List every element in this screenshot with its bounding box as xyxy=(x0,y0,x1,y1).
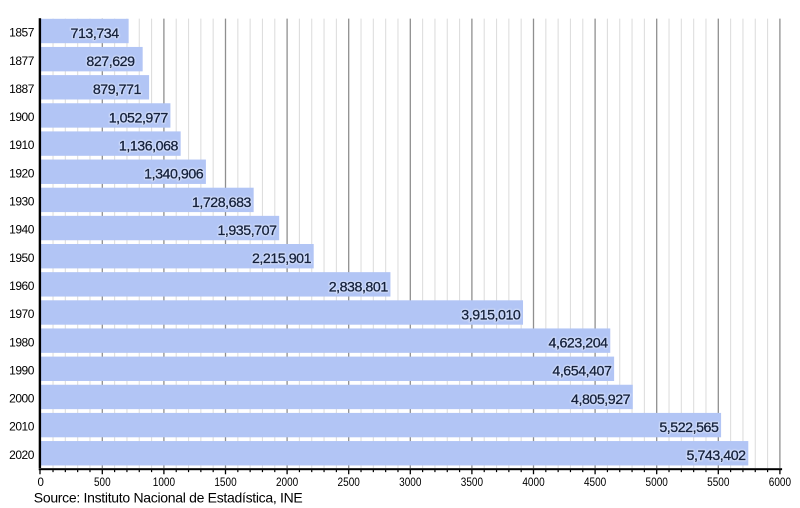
svg-text:1980: 1980 xyxy=(9,335,35,349)
svg-text:3,915,010: 3,915,010 xyxy=(461,307,521,323)
svg-text:1000: 1000 xyxy=(153,477,175,489)
svg-text:1,136,068: 1,136,068 xyxy=(119,139,179,155)
svg-text:3500: 3500 xyxy=(461,477,483,489)
svg-text:1990: 1990 xyxy=(9,363,35,377)
svg-text:879,771: 879,771 xyxy=(93,82,142,98)
svg-text:2500: 2500 xyxy=(338,477,360,489)
svg-text:5,743,402: 5,743,402 xyxy=(687,448,747,464)
svg-text:713,734: 713,734 xyxy=(71,26,120,42)
svg-text:713,734: 713,734 xyxy=(71,26,120,42)
svg-text:2,215,901: 2,215,901 xyxy=(252,251,312,267)
svg-text:Source: Instituto Nacional de: Source: Instituto Nacional de Estadístic… xyxy=(34,490,303,506)
svg-text:4,805,927: 4,805,927 xyxy=(571,392,631,408)
svg-text:4,654,407: 4,654,407 xyxy=(552,364,612,380)
svg-text:1877: 1877 xyxy=(9,54,35,68)
svg-text:4000: 4000 xyxy=(522,477,544,489)
svg-text:1,935,707: 1,935,707 xyxy=(217,223,277,239)
svg-text:3000: 3000 xyxy=(399,477,421,489)
svg-text:1940: 1940 xyxy=(9,223,35,237)
svg-text:5,522,565: 5,522,565 xyxy=(659,420,719,436)
svg-text:4,805,927: 4,805,927 xyxy=(571,392,631,408)
svg-text:4,654,407: 4,654,407 xyxy=(552,364,612,380)
svg-text:1,728,683: 1,728,683 xyxy=(192,195,252,211)
svg-text:1,728,683: 1,728,683 xyxy=(192,195,252,211)
svg-text:5,743,402: 5,743,402 xyxy=(687,448,747,464)
svg-text:1,935,707: 1,935,707 xyxy=(217,223,277,239)
svg-text:6000: 6000 xyxy=(769,477,791,489)
svg-text:5,522,565: 5,522,565 xyxy=(659,420,719,436)
svg-text:5500: 5500 xyxy=(707,477,729,489)
svg-text:0: 0 xyxy=(37,477,43,489)
svg-text:3,915,010: 3,915,010 xyxy=(461,307,521,323)
svg-text:5000: 5000 xyxy=(646,477,668,489)
svg-text:1960: 1960 xyxy=(9,279,35,293)
svg-text:2010: 2010 xyxy=(9,420,35,434)
svg-text:1,136,068: 1,136,068 xyxy=(119,139,179,155)
svg-text:2000: 2000 xyxy=(9,392,35,406)
svg-text:1,052,977: 1,052,977 xyxy=(109,110,169,126)
svg-text:500: 500 xyxy=(94,477,111,489)
svg-text:827,629: 827,629 xyxy=(86,54,135,70)
svg-text:1,340,906: 1,340,906 xyxy=(144,167,204,183)
svg-text:1930: 1930 xyxy=(9,195,35,209)
svg-text:1,340,906: 1,340,906 xyxy=(144,167,204,183)
svg-text:2,838,801: 2,838,801 xyxy=(329,279,389,295)
svg-text:1857: 1857 xyxy=(9,26,35,40)
svg-text:1950: 1950 xyxy=(9,251,35,265)
svg-text:879,771: 879,771 xyxy=(93,82,142,98)
svg-text:1970: 1970 xyxy=(9,307,35,321)
svg-text:2020: 2020 xyxy=(9,448,35,462)
svg-text:4,623,204: 4,623,204 xyxy=(549,336,609,352)
svg-text:2,838,801: 2,838,801 xyxy=(329,279,389,295)
svg-text:1910: 1910 xyxy=(9,138,35,152)
svg-text:2,215,901: 2,215,901 xyxy=(252,251,312,267)
svg-text:1887: 1887 xyxy=(9,82,35,96)
svg-text:4500: 4500 xyxy=(584,477,606,489)
svg-text:827,629: 827,629 xyxy=(86,54,135,70)
svg-text:2000: 2000 xyxy=(276,477,298,489)
svg-text:1500: 1500 xyxy=(214,477,236,489)
svg-text:1,052,977: 1,052,977 xyxy=(109,110,169,126)
svg-text:4,623,204: 4,623,204 xyxy=(549,336,609,352)
svg-text:1920: 1920 xyxy=(9,166,35,180)
svg-text:1900: 1900 xyxy=(9,110,35,124)
